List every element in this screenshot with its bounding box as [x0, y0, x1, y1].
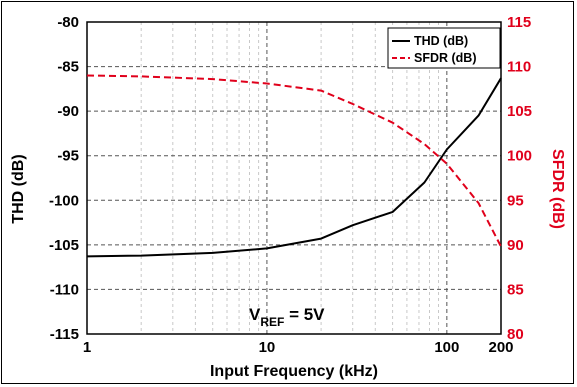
left-tick-label: -90 — [57, 103, 79, 120]
left-tick-label: -95 — [57, 148, 79, 165]
right-tick-label: 95 — [507, 192, 524, 209]
x-tick-label: 1 — [83, 339, 91, 356]
legend-thd-label: THD (dB) — [414, 34, 468, 48]
legend-sfdr-label: SFDR (dB) — [414, 51, 477, 65]
right-tick-label: 100 — [507, 148, 532, 165]
vref-annotation: VREF = 5V — [249, 305, 325, 329]
right-tick-label: 105 — [507, 103, 532, 120]
left-tick-label: -105 — [49, 237, 79, 254]
x-axis-title: Input Frequency (kHz) — [210, 363, 378, 380]
left-axis-title: THD (dB) — [10, 154, 27, 223]
left-tick-label: -115 — [50, 326, 79, 343]
right-tick-label: 115 — [507, 14, 531, 31]
series-layer — [86, 74, 502, 258]
legend-box — [387, 27, 501, 69]
tick-labels: -115 -110 -105 -100 -95 -90 -85 -80 80 85 90 95 100 1… — [49, 14, 532, 356]
left-tick-label: -80 — [57, 14, 79, 31]
right-tick-label: 80 — [507, 326, 524, 343]
right-tick-label: 90 — [507, 237, 524, 254]
grid — [87, 22, 501, 334]
thd-series-line — [86, 77, 502, 258]
x-tick-label: 200 — [488, 339, 513, 356]
legend: THD (dB) SFDR (dB) — [387, 27, 501, 69]
right-axis-title: SFDR (dB) — [549, 149, 566, 229]
left-tick-label: -85 — [57, 59, 79, 76]
x-tick-label: 100 — [434, 339, 459, 356]
left-tick-label: -110 — [50, 281, 79, 298]
plot-area-border — [86, 21, 502, 335]
right-tick-label: 110 — [507, 59, 531, 76]
sfdr-series-line — [86, 74, 502, 248]
left-tick-label: -100 — [49, 192, 79, 209]
right-tick-label: 85 — [507, 281, 524, 298]
x-tick-label: 10 — [259, 339, 276, 356]
